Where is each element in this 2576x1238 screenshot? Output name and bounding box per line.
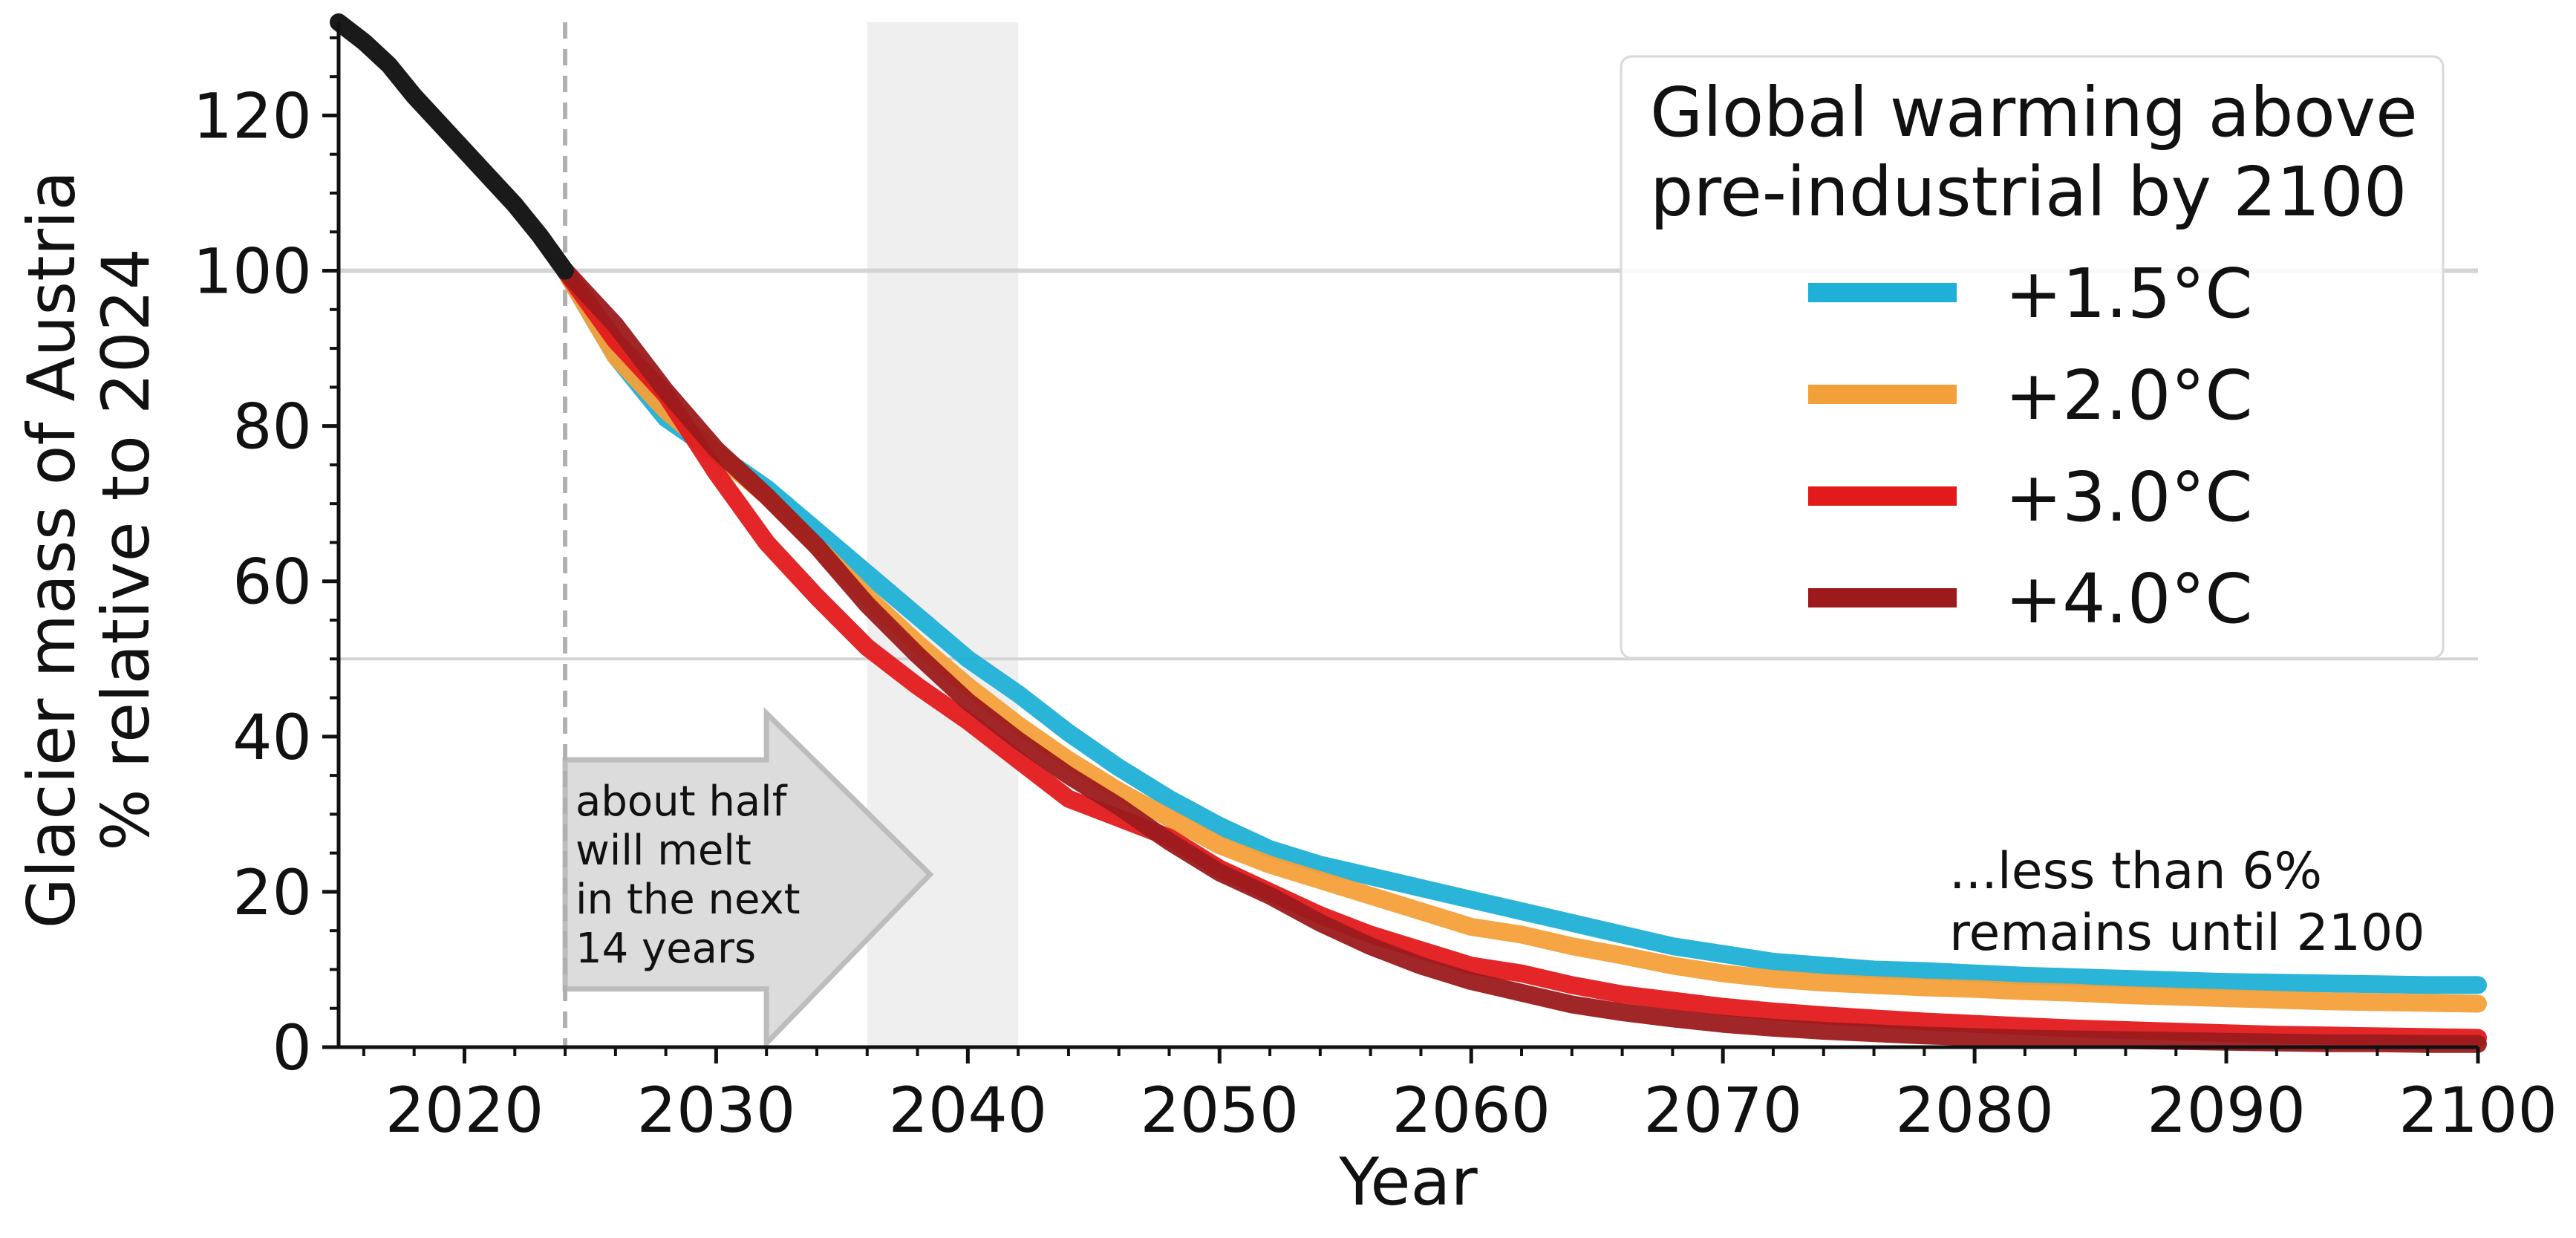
arrow-shape bbox=[562, 707, 934, 1050]
end-annotation-line: ...less than 6% bbox=[1949, 842, 2322, 901]
series-lines bbox=[330, 13, 2487, 1053]
legend-label-4: +4.0°C bbox=[2005, 559, 2253, 639]
legend-title-line2: pre-industrial by 2100 bbox=[1650, 152, 2407, 232]
ticks: 2020 2030 2040 2050 2060 2070 2080 2090 21000204… bbox=[193, 36, 2557, 1147]
x-tick-label: 2070 bbox=[1643, 1074, 1802, 1147]
series-line-3 bbox=[556, 261, 2487, 1047]
y-tick-label: 20 bbox=[232, 856, 312, 929]
y-axis-title-line2: % relative to 2024 bbox=[88, 248, 164, 851]
half-melt-arrow bbox=[562, 707, 934, 1050]
series-line-4 bbox=[556, 261, 2487, 1053]
y-tick-label: 0 bbox=[273, 1011, 312, 1084]
end-annotation-line: remains until 2100 bbox=[1949, 904, 2425, 962]
y-axis-title-line1: Glacier mass of Austria bbox=[13, 171, 90, 929]
legend-items: +1.5°C +2.0°C +3.0°C +4.0°C bbox=[1808, 254, 2253, 639]
y-tick-label: 100 bbox=[193, 235, 312, 308]
arrow-annotation-line: 14 years bbox=[575, 925, 756, 973]
y-tick-label: 120 bbox=[193, 79, 312, 152]
x-tick-label: 2060 bbox=[1392, 1074, 1551, 1147]
x-tick-label: 2100 bbox=[2399, 1074, 2557, 1147]
legend-title-line1: Global warming above bbox=[1650, 73, 2418, 152]
series-line-1 bbox=[556, 261, 2487, 994]
historical-line bbox=[330, 13, 574, 280]
x-tick-label: 2080 bbox=[1895, 1074, 2054, 1147]
arrow-annotation-line: will melt bbox=[575, 827, 751, 875]
x-axis-title: Year bbox=[1338, 1144, 1478, 1220]
x-tick-label: 2090 bbox=[2147, 1074, 2306, 1147]
arrow-annotation: about half will melt in the next 14 year… bbox=[575, 778, 800, 973]
arrow-annotation-line: about half bbox=[575, 778, 788, 826]
x-tick-label: 2020 bbox=[385, 1074, 544, 1147]
legend: Global warming above pre-industrial by 2… bbox=[1620, 55, 2445, 659]
legend-box bbox=[1620, 55, 2445, 659]
legend-label-1: +1.5°C bbox=[2005, 254, 2253, 333]
y-tick-label: 60 bbox=[232, 546, 312, 619]
y-tick-label: 40 bbox=[232, 701, 312, 774]
x-tick-label: 2050 bbox=[1140, 1074, 1299, 1147]
x-tick-label: 2030 bbox=[637, 1074, 796, 1147]
end-of-century-annotation: ...less than 6% remains until 2100 bbox=[1949, 842, 2425, 962]
y-tick-label: 80 bbox=[232, 391, 312, 463]
legend-label-3: +3.0°C bbox=[2005, 457, 2253, 537]
legend-label-2: +2.0°C bbox=[2005, 356, 2253, 435]
y-axis-title: Glacier mass of Austria % relative to 20… bbox=[13, 171, 164, 929]
x-tick-label: 2040 bbox=[888, 1074, 1047, 1147]
arrow-annotation-line: in the next bbox=[575, 876, 800, 924]
